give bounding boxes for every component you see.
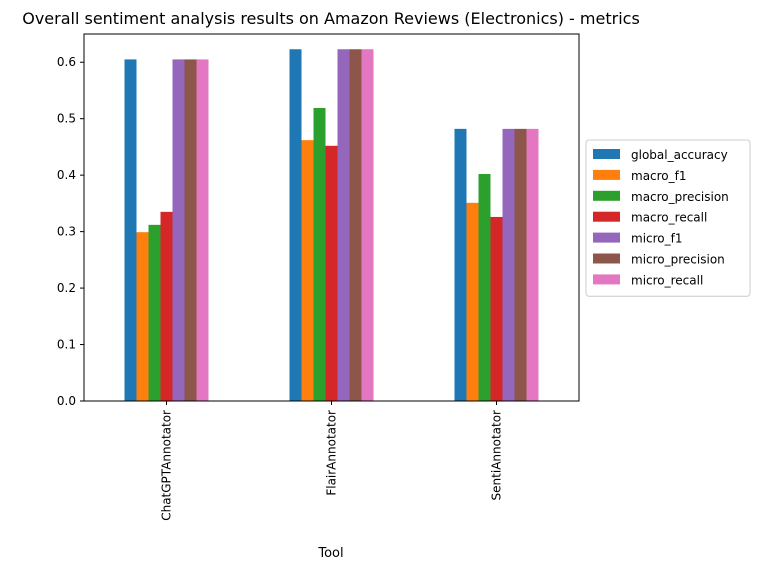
- y-tick-label: 0.1: [57, 338, 76, 352]
- bars-group: [124, 49, 539, 402]
- bar-micro_recall-1: [361, 49, 374, 402]
- legend-swatch-macro_precision: [593, 190, 620, 201]
- bar-macro_recall-2: [490, 216, 503, 401]
- bar-macro_recall-1: [325, 145, 338, 401]
- bar-macro_precision-1: [313, 107, 326, 402]
- legend-label-global_accuracy: global_accuracy: [631, 148, 728, 162]
- bar-global_accuracy-1: [289, 49, 302, 402]
- bar-micro_precision-1: [349, 49, 362, 402]
- legend-swatch-global_accuracy: [593, 149, 620, 159]
- chart-title: Overall sentiment analysis results on Am…: [22, 9, 640, 28]
- bar-global_accuracy-0: [124, 59, 137, 401]
- legend-swatch-micro_f1: [593, 232, 620, 243]
- x-tick-label: SentiAnnotator: [490, 410, 504, 501]
- y-tick-label: 0.3: [57, 225, 76, 239]
- legend-label-micro_f1: micro_f1: [631, 232, 683, 246]
- x-tick-label: ChatGPTAnnotator: [160, 410, 174, 521]
- legend-label-micro_precision: micro_precision: [631, 253, 725, 267]
- legend-swatch-micro_recall: [593, 274, 620, 285]
- bar-macro_recall-0: [160, 211, 173, 401]
- legend-label-macro_recall: macro_recall: [631, 211, 707, 225]
- legend-box: [585, 139, 751, 297]
- bar-macro_f1-2: [466, 202, 479, 401]
- y-tick-label: 0.0: [57, 394, 76, 408]
- y-tick-label: 0.6: [57, 55, 76, 69]
- y-tick-label: 0.4: [57, 168, 76, 182]
- bar-micro_precision-0: [184, 59, 197, 401]
- bar-micro_precision-2: [514, 128, 527, 402]
- legend-swatch-macro_recall: [593, 211, 620, 222]
- x-axis-label: Tool: [317, 546, 343, 561]
- legend-label-micro_recall: micro_recall: [631, 273, 703, 287]
- bar-micro_f1-2: [502, 128, 515, 402]
- bar-macro_f1-0: [136, 232, 149, 401]
- legend-label-macro_f1: macro_f1: [631, 169, 687, 183]
- bar-macro_f1-1: [301, 140, 314, 401]
- plot-frame: [83, 33, 580, 402]
- legend-swatch-micro_precision: [593, 253, 620, 264]
- bar-macro_precision-0: [148, 224, 161, 401]
- bar-micro_recall-2: [526, 128, 539, 402]
- bar-global_accuracy-2: [454, 128, 467, 402]
- x-axis: ChatGPTAnnotator FlairAnnotator SentiAnnot…: [160, 401, 504, 521]
- legend: global_accuracy macro_f1 macro_precisionma…: [585, 139, 751, 297]
- y-tick-label: 0.5: [57, 112, 76, 126]
- bar-micro_recall-0: [196, 59, 209, 401]
- y-tick-label: 0.2: [57, 281, 76, 295]
- legend-label-macro_precision: macro_precision: [631, 190, 729, 204]
- bar-macro_precision-2: [478, 174, 491, 401]
- x-tick-label: FlairAnnotator: [325, 410, 339, 496]
- bar-micro_f1-1: [337, 49, 350, 402]
- y-axis: 0.0 0.1 0.2 0.3 0.4 0.5 0.6: [57, 55, 84, 408]
- bar-micro_f1-0: [172, 59, 185, 401]
- legend-swatch-macro_f1: [593, 169, 620, 180]
